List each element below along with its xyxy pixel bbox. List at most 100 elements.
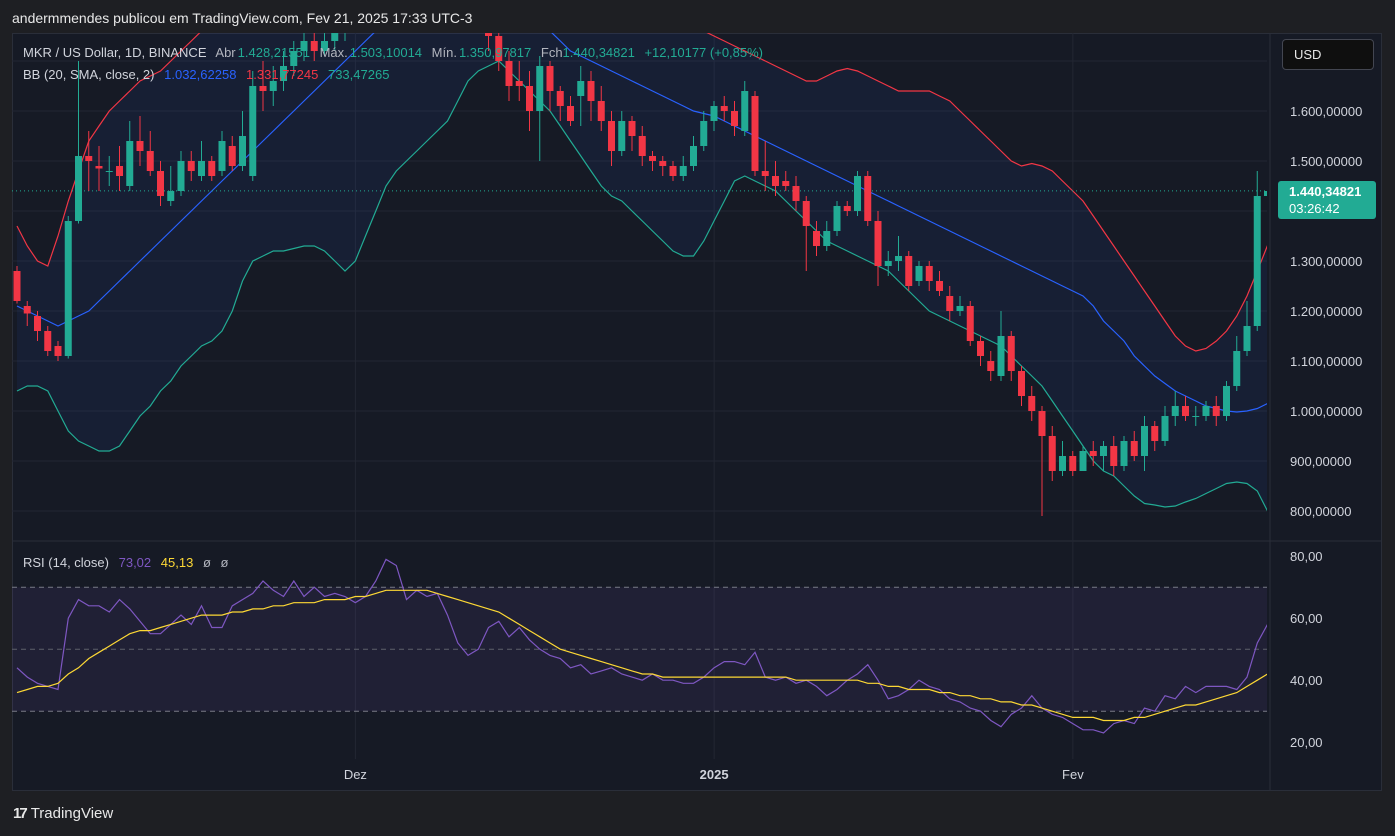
candle — [813, 221, 820, 256]
candle — [1223, 381, 1230, 421]
candle-body — [690, 146, 697, 166]
candle — [946, 286, 954, 321]
candle-body — [505, 61, 513, 86]
candle-body — [321, 41, 328, 51]
indicator-lines — [12, 33, 1267, 512]
candle-body — [280, 66, 287, 81]
candle-body — [23, 306, 31, 314]
candle — [331, 33, 339, 51]
candle — [700, 111, 708, 151]
candle — [157, 161, 164, 206]
candle — [905, 251, 913, 291]
time-tick-label: 2025 — [700, 767, 729, 782]
candle-body — [187, 161, 195, 171]
bb-band-fill — [17, 33, 1267, 511]
candle-body — [485, 33, 492, 36]
candle-body — [1059, 456, 1066, 471]
candle-body — [731, 111, 738, 126]
candle — [228, 136, 236, 171]
candle — [597, 86, 605, 131]
candle — [177, 151, 185, 196]
candle-body — [218, 141, 226, 171]
candle — [1253, 171, 1261, 331]
candle-body — [526, 86, 533, 111]
candle — [1151, 421, 1159, 451]
candle-body — [567, 106, 574, 121]
candle-body — [85, 156, 93, 161]
candle — [249, 71, 257, 181]
candle — [1038, 406, 1046, 516]
symbol-title[interactable]: MKR / US Dollar, 1D, BINANCE — [23, 45, 207, 60]
candle — [1212, 396, 1220, 426]
candle — [874, 211, 882, 286]
candle — [772, 161, 779, 196]
candle — [843, 201, 851, 216]
rsi-ma-value: 45,13 — [160, 555, 194, 570]
candle-body — [495, 36, 503, 61]
candle-body — [741, 91, 749, 131]
bb-title[interactable]: BB (20, SMA, close, 2) — [23, 67, 155, 82]
candle-body — [936, 281, 943, 291]
rsi-extra-2: ø — [220, 555, 229, 570]
bb-lower-line — [16, 60, 1267, 512]
candle-body — [864, 176, 872, 221]
candle-body — [1120, 441, 1128, 466]
rsi-extra-1: ø — [202, 555, 211, 570]
bb-basis-value: 1.032,62258 — [164, 67, 237, 82]
candle-body — [95, 166, 103, 169]
tradingview-logo-icon: 17 — [13, 805, 28, 822]
candle-body — [925, 266, 933, 281]
candle — [344, 33, 346, 41]
last-price: 1.440,34821 — [1289, 184, 1362, 199]
candle-body — [1182, 406, 1189, 416]
candle-body — [208, 161, 216, 176]
candle-body — [269, 81, 277, 91]
candle-body — [1171, 406, 1179, 416]
candle — [925, 261, 933, 291]
candle — [546, 61, 554, 111]
candle — [1069, 451, 1077, 476]
candle-body — [1202, 406, 1210, 416]
candle-body — [1161, 416, 1169, 441]
candle — [239, 111, 246, 171]
change-value: +12,10177 (+0,85%) — [644, 45, 764, 60]
candle — [1120, 436, 1128, 471]
bb-legend: BB (20, SMA, close, 2) 1.032,62258 1.331… — [23, 67, 395, 82]
candle — [269, 66, 277, 106]
candle — [485, 33, 492, 51]
candle — [1202, 401, 1210, 421]
bb-lower-value: 733,47265 — [327, 67, 390, 82]
candle-body — [515, 81, 523, 86]
bb-upper-value: 1.331,77245 — [246, 67, 319, 82]
candle-body — [700, 121, 708, 146]
candle — [628, 116, 636, 151]
low-value: 1.350,97817 — [458, 45, 532, 60]
candle-body — [536, 66, 544, 111]
candle — [95, 146, 103, 191]
candle — [567, 96, 574, 126]
candle-body — [126, 141, 134, 186]
rsi-pane — [12, 558, 1267, 734]
candle-body — [239, 136, 246, 166]
candle-body — [1141, 426, 1148, 456]
candle-body — [1048, 436, 1056, 471]
chart-canvas[interactable]: 1.600,00000 1.500,00000 1.300,00000 1.200,0… — [12, 33, 1382, 791]
candle-body — [761, 171, 769, 176]
candle-body — [597, 101, 605, 121]
tradingview-logo[interactable]: 17 TradingView — [13, 805, 113, 822]
candle — [187, 151, 195, 181]
axes: 1.600,00000 1.500,00000 1.300,00000 1.200,0… — [344, 104, 1362, 782]
candle-body — [772, 176, 779, 186]
high-label: Máx. — [319, 45, 348, 60]
candle — [577, 66, 585, 126]
bb-basis-line — [16, 33, 1267, 413]
candle — [1110, 436, 1118, 476]
candle — [146, 131, 154, 176]
currency-button[interactable]: USD — [1282, 39, 1374, 70]
candle — [64, 216, 72, 359]
candle — [792, 176, 800, 211]
candle — [1048, 426, 1056, 481]
candlesticks — [13, 33, 1267, 516]
rsi-title[interactable]: RSI (14, close) — [23, 555, 109, 570]
bollinger-band-fill — [17, 33, 1267, 511]
